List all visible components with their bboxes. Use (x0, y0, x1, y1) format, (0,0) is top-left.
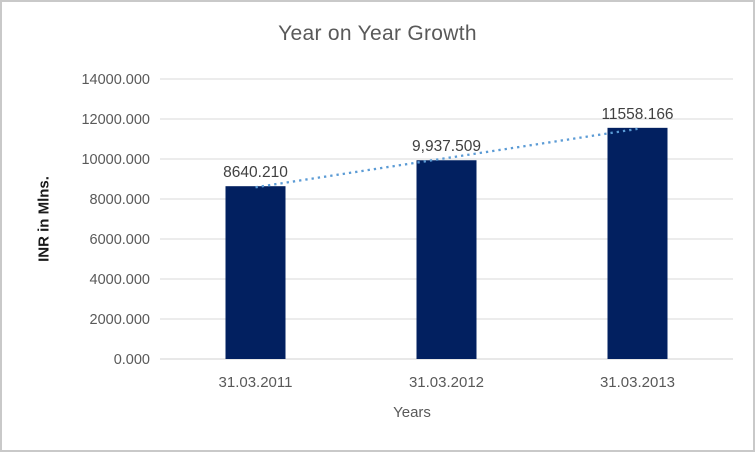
bar-31.03.2011 (225, 186, 286, 359)
y-tick-label: 2000.000 (90, 312, 150, 328)
trendline (255, 127, 638, 189)
x-axis-title: Years (393, 404, 431, 421)
y-tick-label: 4000.000 (90, 272, 150, 288)
bar-data-label: 9,937.509 (412, 138, 481, 155)
bar-31.03.2012 (416, 160, 477, 359)
bar-data-label: 11558.166 (601, 106, 673, 123)
y-tick-label: 8000.000 (90, 192, 150, 208)
y-tick-label: 12000.000 (81, 112, 150, 128)
y-tick-label: 6000.000 (90, 232, 150, 248)
bar-data-label: 8640.210 (223, 164, 288, 181)
chart-title: Year on Year Growth (278, 22, 477, 45)
y-tick-label: 10000.000 (81, 152, 150, 168)
x-category-label: 31.03.2013 (600, 374, 675, 391)
x-category-label: 31.03.2012 (409, 374, 484, 391)
y-tick-label: 14000.000 (81, 72, 150, 88)
y-tick-label: 0.000 (114, 352, 150, 368)
bar-31.03.2013 (607, 127, 668, 360)
x-category-label: 31.03.2011 (219, 374, 293, 391)
